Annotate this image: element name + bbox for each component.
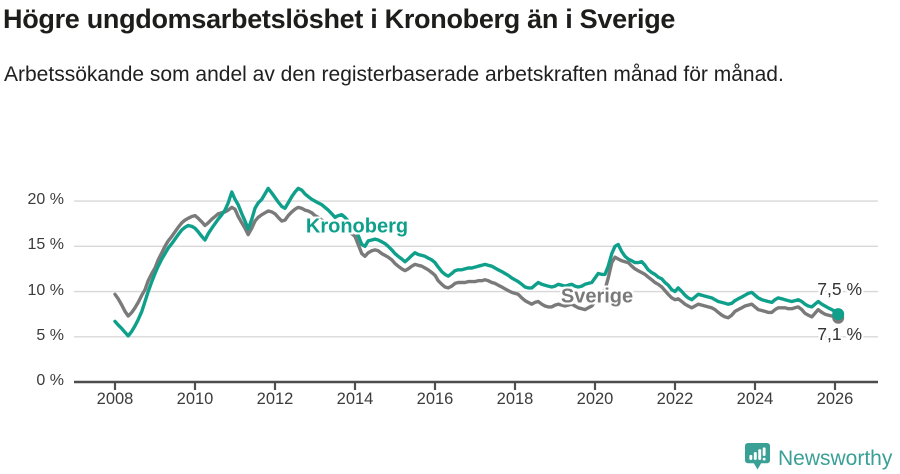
x-axis-tick-label: 2012 — [256, 390, 294, 408]
y-axis-tick-label: 0 % — [36, 372, 64, 389]
chart-title: Högre ungdomsarbetslöshet i Kronoberg än… — [3, 4, 676, 34]
x-axis-tick-label: 2010 — [176, 390, 214, 408]
y-axis-tick-label: 10 % — [27, 281, 64, 299]
series-line-sverige — [113, 205, 840, 320]
newsworthy-logo: Newsworthy — [744, 442, 892, 474]
y-axis-tick-label: 15 % — [27, 236, 64, 254]
newsworthy-speech-bubble-chart-icon — [744, 442, 771, 474]
x-axis-tick-label: 2018 — [496, 390, 534, 408]
x-axis-tick-label: 2020 — [576, 390, 614, 408]
series-end-dot-kronoberg — [832, 308, 845, 321]
end-value-label-kronoberg: 7,5 % — [817, 279, 862, 300]
x-axis-tick-label: 2014 — [336, 390, 374, 408]
series-label-sverige: Sverige — [560, 285, 634, 308]
x-axis-tick-label: 2026 — [816, 390, 854, 408]
series-line-kronoberg — [113, 186, 840, 338]
end-value-label-sverige: 7,1 % — [817, 323, 862, 344]
y-axis-tick-label: 20 % — [27, 191, 64, 209]
x-axis-tick-label: 2008 — [96, 390, 134, 408]
newsworthy-brand-label: Newsworthy — [778, 447, 893, 470]
y-axis-tick-label: 5 % — [36, 326, 64, 344]
x-axis-tick-label: 2024 — [736, 390, 774, 408]
chart-subtitle: Arbetssökande som andel av den registerb… — [4, 63, 784, 86]
x-axis-tick-label: 2022 — [656, 390, 694, 408]
x-axis-tick-label: 2016 — [416, 390, 454, 408]
series-label-kronoberg: Kronoberg — [305, 215, 409, 238]
